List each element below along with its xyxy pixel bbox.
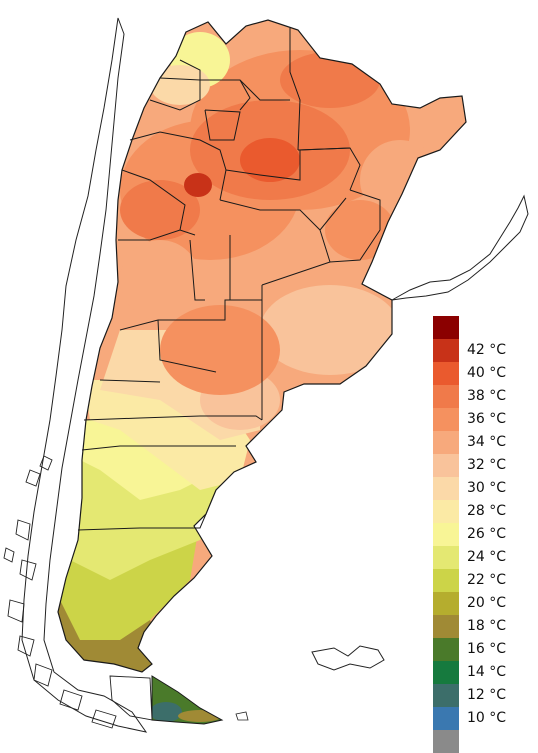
legend-item: 24 °C [433,546,533,569]
legend-item: 34 °C [433,431,533,454]
legend-swatch [433,707,459,730]
legend-swatch [433,408,459,431]
province-borders [77,28,381,531]
legend-item: 16 °C [433,638,533,661]
uruguay-outline [391,194,529,301]
chile-coastline [21,17,148,733]
legend-item: 10 °C [433,707,533,730]
legend-item: 36 °C [433,408,533,431]
legend-item: 42 °C [433,339,533,362]
legend-swatch [433,316,459,339]
legend-swatch [433,592,459,615]
legend-label: 14 °C [467,664,507,680]
legend-label: 16 °C [467,641,507,657]
tierra-del-fuego-west [109,675,153,721]
legend-swatch [433,500,459,523]
legend-label: 36 °C [467,411,507,427]
tierra-del-fuego [152,676,222,724]
legend-item [433,316,533,339]
legend-item: 30 °C [433,477,533,500]
legend-swatch [433,339,459,362]
chile-islands [3,455,117,729]
legend-label: 42 °C [467,342,507,358]
legend-item: 26 °C [433,523,533,546]
temperature-legend: 42 °C 40 °C 38 °C 36 °C 34 °C 32 °C 30 °… [433,316,533,753]
legend-swatch [433,431,459,454]
legend-item: 22 °C [433,569,533,592]
legend-item: 12 °C [433,684,533,707]
tierra-del-fuego-border [151,675,224,725]
legend-label: 10 °C [467,710,507,726]
legend-swatch [433,661,459,684]
small-island [235,711,249,721]
legend-swatch [433,684,459,707]
legend-item: 32 °C [433,454,533,477]
legend-swatch [433,546,459,569]
legend-swatch [433,569,459,592]
legend-label: 20 °C [467,595,507,611]
legend-swatch [433,477,459,500]
legend-label: 22 °C [467,572,507,588]
legend-label: 24 °C [467,549,507,565]
legend-label: 38 °C [467,388,507,404]
legend-item: 40 °C [433,362,533,385]
legend-swatch [433,638,459,661]
legend-label: 32 °C [467,457,507,473]
argentina-border [57,19,467,673]
legend-label: 28 °C [467,503,507,519]
legend-label: 30 °C [467,480,507,496]
legend-label: 12 °C [467,687,507,703]
legend-item: 28 °C [433,500,533,523]
legend-swatch [433,523,459,546]
legend-label: 18 °C [467,618,507,634]
legend-item: 14 °C [433,661,533,684]
legend-item: 20 °C [433,592,533,615]
legend-item: 38 °C [433,385,533,408]
legend-label: 34 °C [467,434,507,450]
legend-swatch [433,362,459,385]
legend-swatch [433,615,459,638]
malvinas-islands [311,645,385,671]
legend-label: 40 °C [467,365,507,381]
legend-item [433,730,533,753]
legend-item: 18 °C [433,615,533,638]
legend-label: 26 °C [467,526,507,542]
legend-swatch [433,730,459,753]
legend-swatch [433,454,459,477]
legend-swatch [433,385,459,408]
